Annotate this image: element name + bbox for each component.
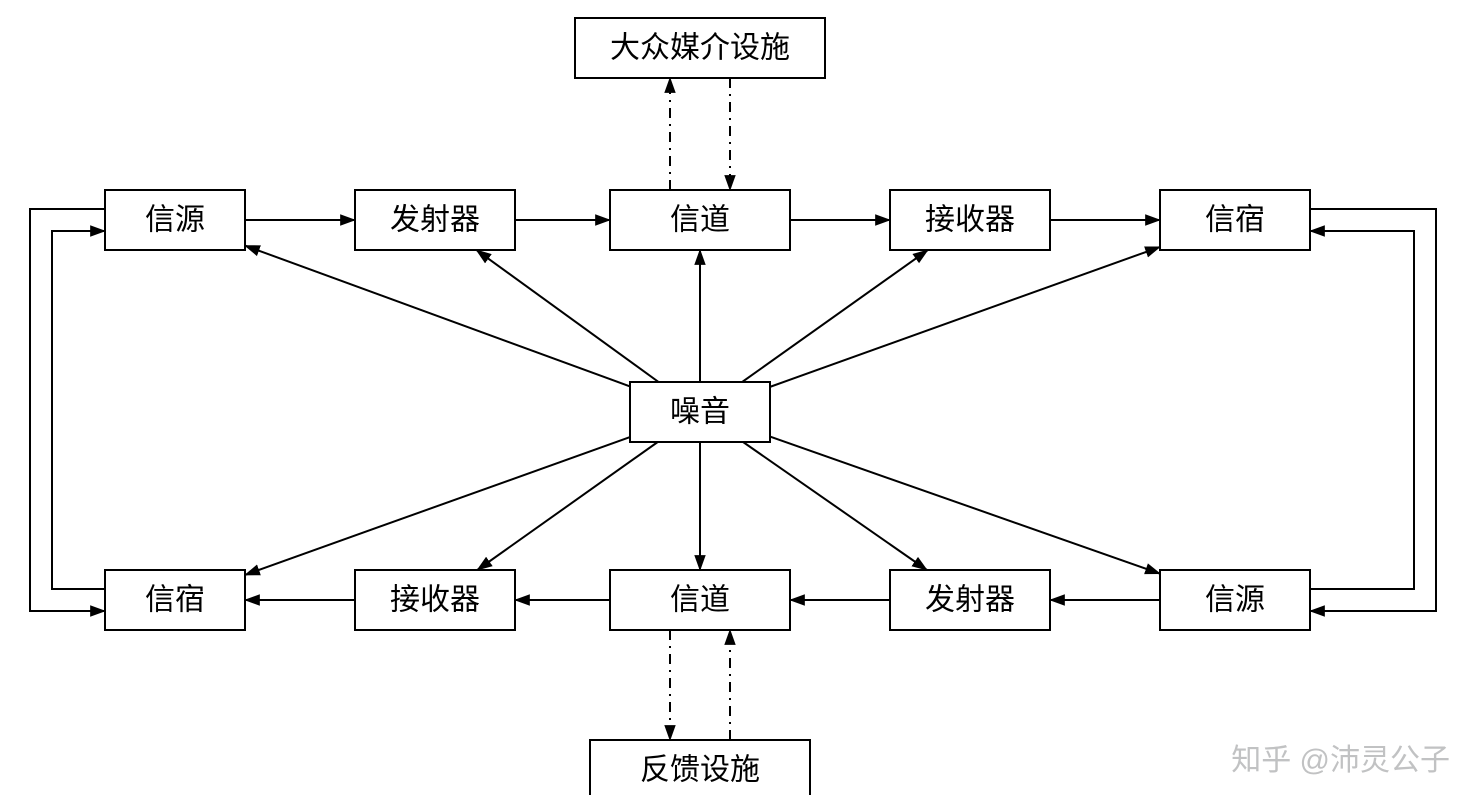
node-label-chan_bot: 信道 — [670, 584, 730, 617]
node-label-src_bot: 信源 — [1205, 584, 1265, 617]
node-label-emit_top: 发射器 — [390, 204, 480, 237]
noise-to-dest_top — [770, 247, 1160, 387]
noise-to-src_bot — [770, 437, 1160, 574]
node-label-dest_bot: 信宿 — [145, 584, 205, 617]
node-label-emit_bot: 发射器 — [925, 584, 1015, 617]
node-label-feedback: 反馈设施 — [640, 754, 760, 787]
loop-left-in — [52, 231, 105, 589]
node-label-dest_top: 信宿 — [1205, 204, 1265, 237]
node-label-mass_media: 大众媒介设施 — [610, 32, 790, 65]
noise-to-recv_top — [742, 250, 928, 382]
noise-to-src_top — [245, 246, 630, 387]
node-label-src_top: 信源 — [145, 204, 205, 237]
node-label-recv_bot: 接收器 — [390, 584, 480, 617]
loop-left-out — [30, 209, 105, 611]
noise-to-emit_bot — [743, 442, 927, 570]
loop-right-in — [1310, 231, 1414, 589]
node-label-noise: 噪音 — [670, 396, 730, 429]
noise-to-emit_top — [476, 250, 658, 382]
loop-right-out — [1310, 209, 1436, 611]
node-label-chan_top: 信道 — [670, 204, 730, 237]
noise-to-dest_bot — [245, 437, 630, 575]
node-label-recv_top: 接收器 — [925, 204, 1015, 237]
watermark: 知乎 @沛灵公子 — [1231, 744, 1450, 777]
noise-to-recv_bot — [477, 442, 657, 570]
